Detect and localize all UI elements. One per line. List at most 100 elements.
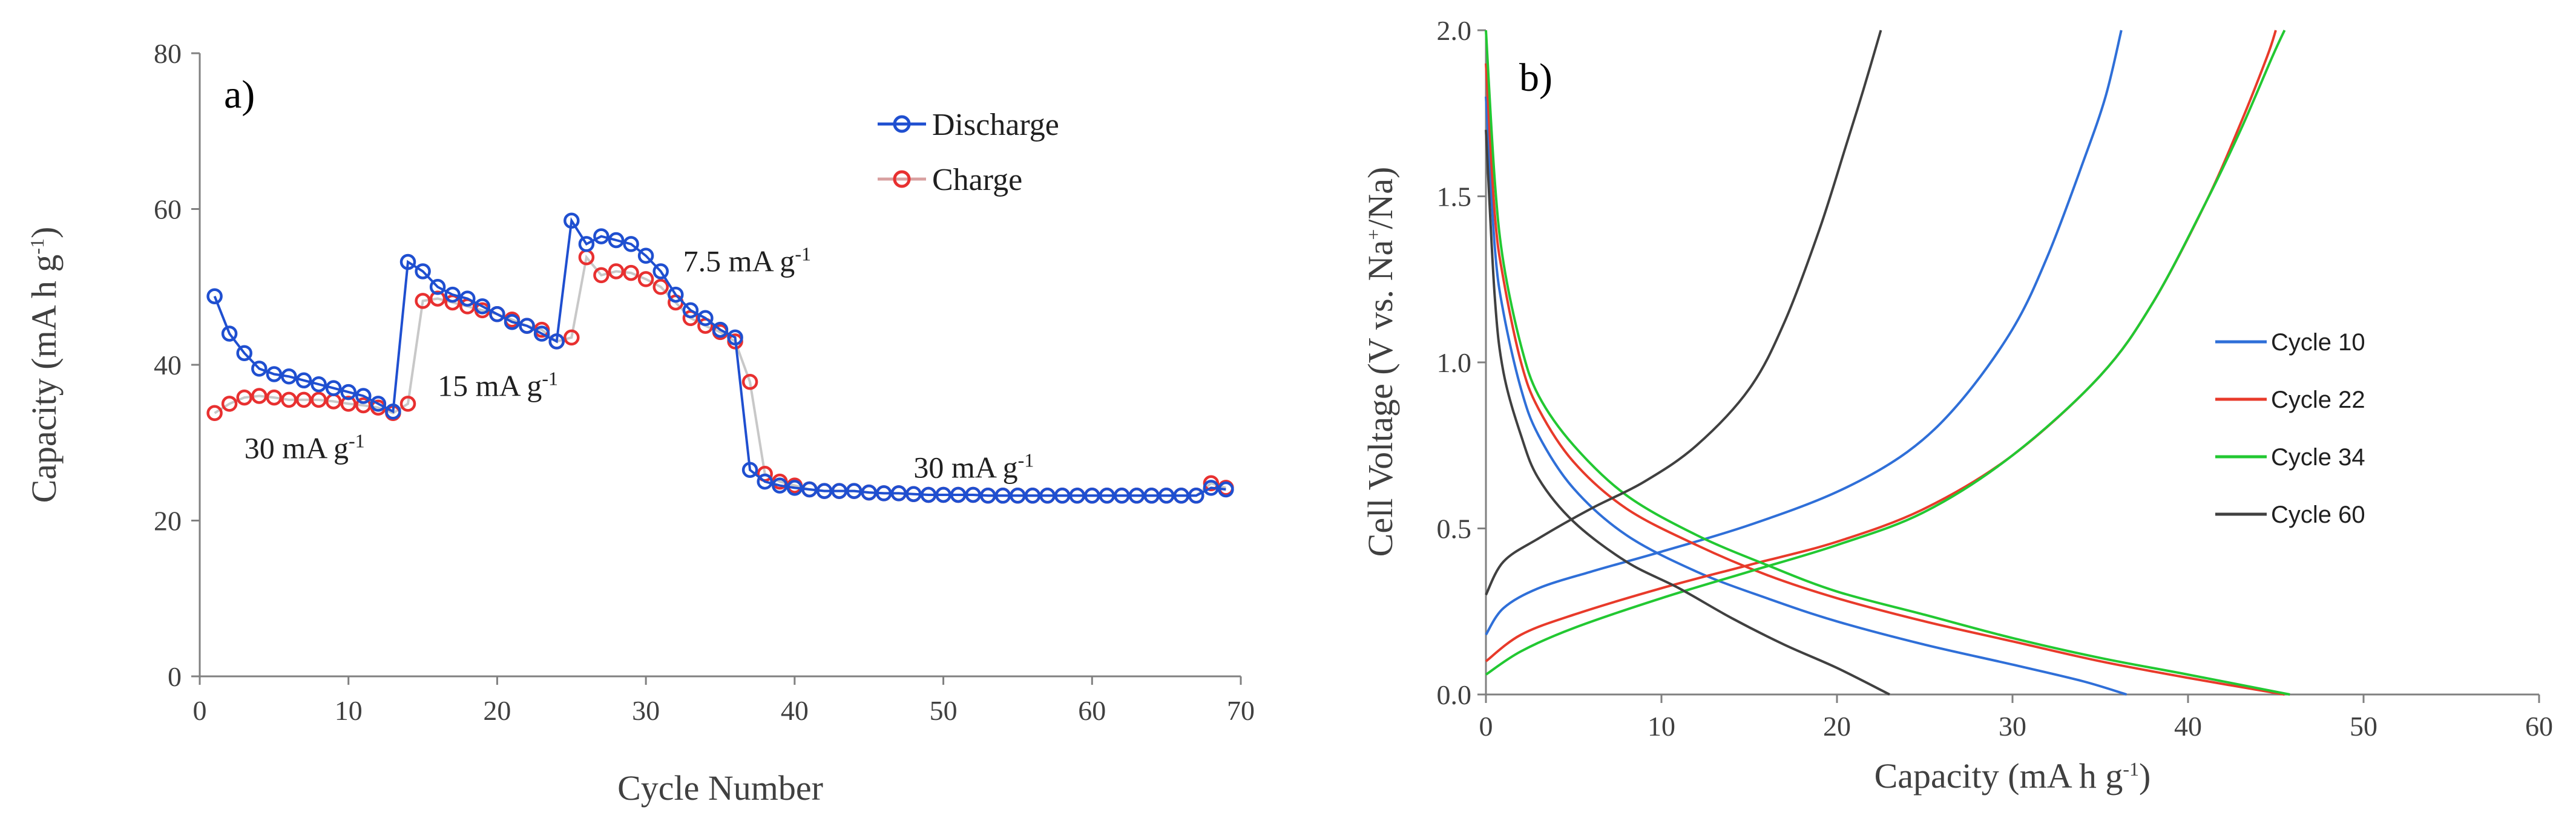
discharge-point [1054,488,1071,504]
discharge-point [578,236,595,252]
charge-point [608,263,625,279]
discharge-point [772,477,788,494]
panel-b-chart: 0 10 20 30 40 50 60 0.0 0.5 1.0 1.5 2.0 b) Capacity… [1361,15,2553,796]
series-line-charge [214,254,1226,497]
discharge-point [682,302,699,319]
charge-point [1203,475,1220,491]
discharge-point [1084,488,1100,504]
discharge-point [310,376,327,393]
rate-annotation-main: 15 mA g [438,369,542,403]
discharge-point [251,361,268,377]
charge-point [637,271,654,287]
panel-a-x-tick-label: 30 [632,695,660,726]
discharge-point [340,384,356,400]
discharge-point [415,263,431,279]
discharge-point [370,396,387,412]
panel-b-x-tick-label: 0 [1479,711,1493,742]
discharge-point [786,480,803,496]
discharge-point [1010,488,1026,504]
panel-a-label: a) [224,73,255,117]
discharge-point [236,345,252,361]
legend-charge-marker [893,170,911,188]
charge-point [251,388,268,404]
cycle-10-discharge-curve [1485,96,2128,696]
discharge-point [757,473,773,490]
legend-cycle-60-label: Cycle 60 [2271,502,2365,528]
panel-b-y-title-sup: + [1362,229,1384,240]
discharge-point [489,306,505,322]
charge-point [355,397,372,414]
discharge-point [637,247,654,264]
panel-b-x-title-sup: -1 [2123,758,2139,780]
legend-cycle-10-label: Cycle 10 [2271,329,2365,356]
rate-annotation: 7.5 mA g-1 [683,243,811,278]
panel-b-y-tick-label: 1.5 [1437,181,1472,212]
discharge-point [533,325,550,342]
rate-annotation: 30 mA g-1 [913,449,1034,485]
discharge-point [1114,488,1130,504]
panel-a-y-axis-title: Capacity (mA h g-1) [24,227,64,503]
discharge-point [1173,488,1189,504]
panel-a-y-title-main: Capacity (mA h g [24,255,64,503]
panel-b-x-title-tail: ) [2139,756,2150,796]
charge-point [593,267,610,284]
rate-annotation: 15 mA g-1 [438,368,558,403]
discharge-point [652,263,669,279]
discharge-point [1188,488,1204,504]
panel-b-x-tick-label: 10 [1648,711,1675,742]
panel-a-y-tick-label: 80 [154,38,182,69]
rate-annotation-sup: -1 [795,243,811,265]
discharge-point [697,310,714,327]
panel-b-y-title-main: Cell Voltage (V vs. Na [1361,240,1400,557]
discharge-point [444,286,461,303]
discharge-point [801,481,818,498]
discharge-point [905,486,922,502]
discharge-point [266,366,283,382]
discharge-point [950,486,967,503]
panel-b-y-tick-label: 0.5 [1437,514,1472,544]
discharge-point [399,253,416,270]
panel-a-x-axis-title: Cycle Number [617,768,823,808]
rate-annotation-sup: -1 [542,368,558,390]
discharge-point [1158,488,1175,504]
charge-point [564,329,580,346]
panel-a-x-tick-label: 20 [483,695,511,726]
charge-point [295,391,312,408]
cycle-34-charge-curve [1485,30,2286,676]
cycle-10-charge-curve [1485,30,2123,636]
panel-b-x-tick-label: 60 [2525,711,2553,742]
discharge-point [1218,481,1234,498]
discharge-point [325,380,342,396]
panel-a-y-title-sup: -1 [26,238,48,255]
discharge-point [727,329,743,346]
panel-b-legend: Cycle 10 Cycle 22 Cycle 34 Cycle 60 [2215,329,2365,528]
discharge-point [474,298,491,315]
panel-a-legend: Discharge Charge [878,108,1059,197]
discharge-point [846,483,862,499]
charge-point [221,396,238,412]
charge-point [652,279,669,295]
panel-b-x-tick-label: 40 [2174,711,2202,742]
panel-a-y-tick-label: 40 [154,350,182,381]
rate-annotation-sup: -1 [1018,449,1034,471]
legend-cycle-34-label: Cycle 34 [2271,444,2365,471]
discharge-point [459,290,476,307]
discharge-point [1039,488,1056,504]
discharge-point [206,288,223,304]
panel-a-x-tick-label: 0 [193,695,207,726]
charge-point [741,374,758,390]
discharge-point [623,236,639,252]
charge-point [429,290,446,307]
panel-b-y-tick-label: 0.0 [1437,679,1472,710]
discharge-point [816,483,833,499]
discharge-point [861,484,877,501]
discharge-point [1099,488,1116,504]
charge-point [266,389,283,406]
discharge-point [741,462,758,479]
cycle-34-discharge-curve [1485,30,2290,696]
charge-point [236,389,252,406]
panel-a-x-tick-label: 70 [1227,695,1255,726]
discharge-point [668,286,684,303]
panel-a-chart: 0 10 20 30 40 50 60 70 0 20 40 60 80 a) Cycle Number… [24,38,1255,808]
discharge-point [548,333,565,350]
